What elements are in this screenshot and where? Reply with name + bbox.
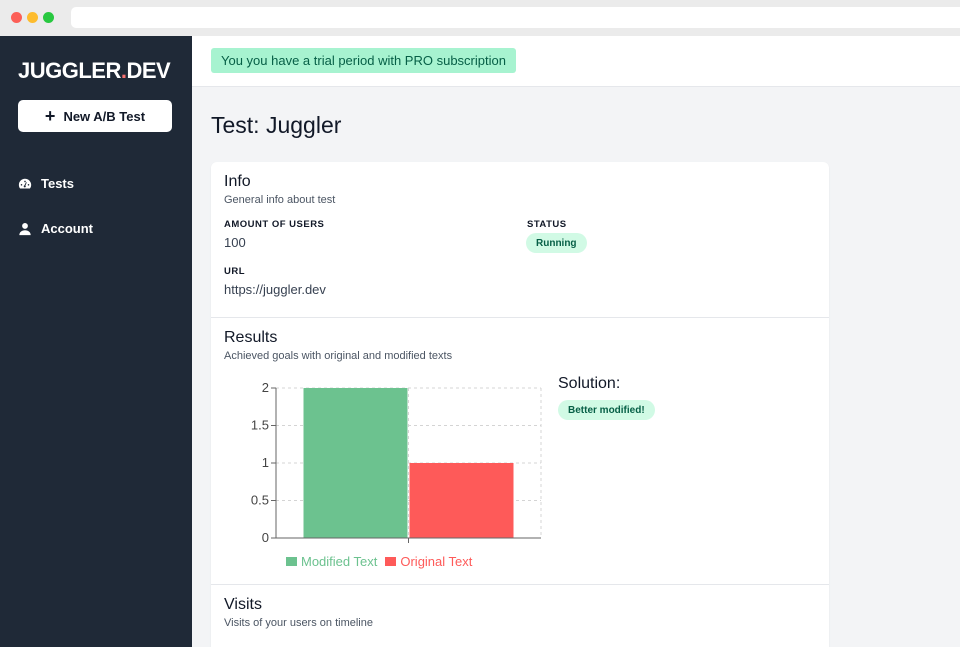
logo-dot: .	[120, 58, 127, 83]
y-tick-label: 2	[262, 380, 269, 395]
legend-label: Modified Text	[301, 554, 378, 569]
legend-swatch	[385, 557, 397, 566]
trial-banner: You you have a trial period with PRO sub…	[211, 48, 516, 73]
url-label: URL	[224, 266, 246, 277]
users-value: 100	[224, 235, 246, 250]
divider	[211, 584, 829, 585]
status-label: STATUS	[527, 219, 567, 230]
visits-subtitle: Visits of your users on timeline	[224, 617, 373, 629]
results-chart: 0 0.5 1 1.5 2	[251, 380, 542, 545]
legend-swatch	[286, 557, 297, 566]
sidebar-item-label: Account	[41, 221, 93, 236]
y-tick-label: 0	[262, 530, 269, 545]
info-subtitle: General info about test	[224, 194, 336, 206]
gauge-icon	[18, 178, 32, 189]
legend-item[interactable]: Modified Text	[286, 554, 377, 569]
chart-legend: Modified Text Original Text	[286, 554, 472, 569]
users-label: AMOUNT OF USERS	[224, 219, 325, 230]
close-window-button[interactable]	[11, 12, 22, 23]
bar-original-text	[409, 463, 514, 538]
results-section: Results Achieved goals with original and…	[211, 318, 829, 584]
address-bar[interactable]	[71, 7, 960, 28]
new-ab-test-button[interactable]: + New A/B Test	[18, 100, 172, 132]
visits-section: Visits Visits of your users on timeline	[211, 585, 829, 647]
maximize-window-button[interactable]	[43, 12, 54, 23]
status-badge: Running	[526, 233, 587, 253]
y-tick-label: 1.5	[251, 418, 269, 433]
solution-badge: Better modified!	[558, 400, 655, 420]
info-title: Info	[224, 173, 251, 190]
browser-toolbar	[0, 0, 960, 36]
y-tick-label: 1	[262, 455, 269, 470]
page-title: Test: Juggler	[211, 112, 342, 138]
visits-title: Visits	[224, 596, 262, 613]
logo[interactable]: JUGGLER.DEV	[18, 58, 171, 84]
legend-label: Original Text	[400, 554, 473, 569]
bar-modified-text	[303, 388, 408, 538]
logo-suffix: DEV	[126, 58, 171, 83]
results-title: Results	[224, 329, 278, 346]
divider	[211, 317, 829, 318]
top-bar: You you have a trial period with PRO sub…	[192, 36, 960, 87]
info-section: Info General info about test AMOUNT OF U…	[211, 162, 829, 317]
results-subtitle: Achieved goals with original and modifie…	[224, 350, 453, 362]
legend-item[interactable]: Original Text	[385, 554, 472, 569]
new-ab-test-label: New A/B Test	[63, 108, 146, 124]
sidebar: JUGGLER.DEV + New A/B Test Tests Account	[0, 36, 192, 647]
solution-title: Solution:	[558, 375, 621, 392]
sidebar-item-label: Tests	[41, 176, 74, 191]
main-content: Test: Juggler Info General info about te…	[192, 87, 960, 647]
sidebar-item-tests[interactable]: Tests	[18, 176, 74, 191]
y-tick-label: 0.5	[251, 493, 269, 508]
url-value: https://juggler.dev	[224, 282, 326, 297]
sidebar-item-account[interactable]: Account	[18, 221, 93, 236]
user-icon	[19, 222, 31, 235]
test-details-card: Info General info about test AMOUNT OF U…	[211, 162, 829, 647]
logo-main: JUGGLER	[18, 58, 121, 83]
minimize-window-button[interactable]	[27, 12, 38, 23]
plus-icon: +	[44, 106, 56, 126]
